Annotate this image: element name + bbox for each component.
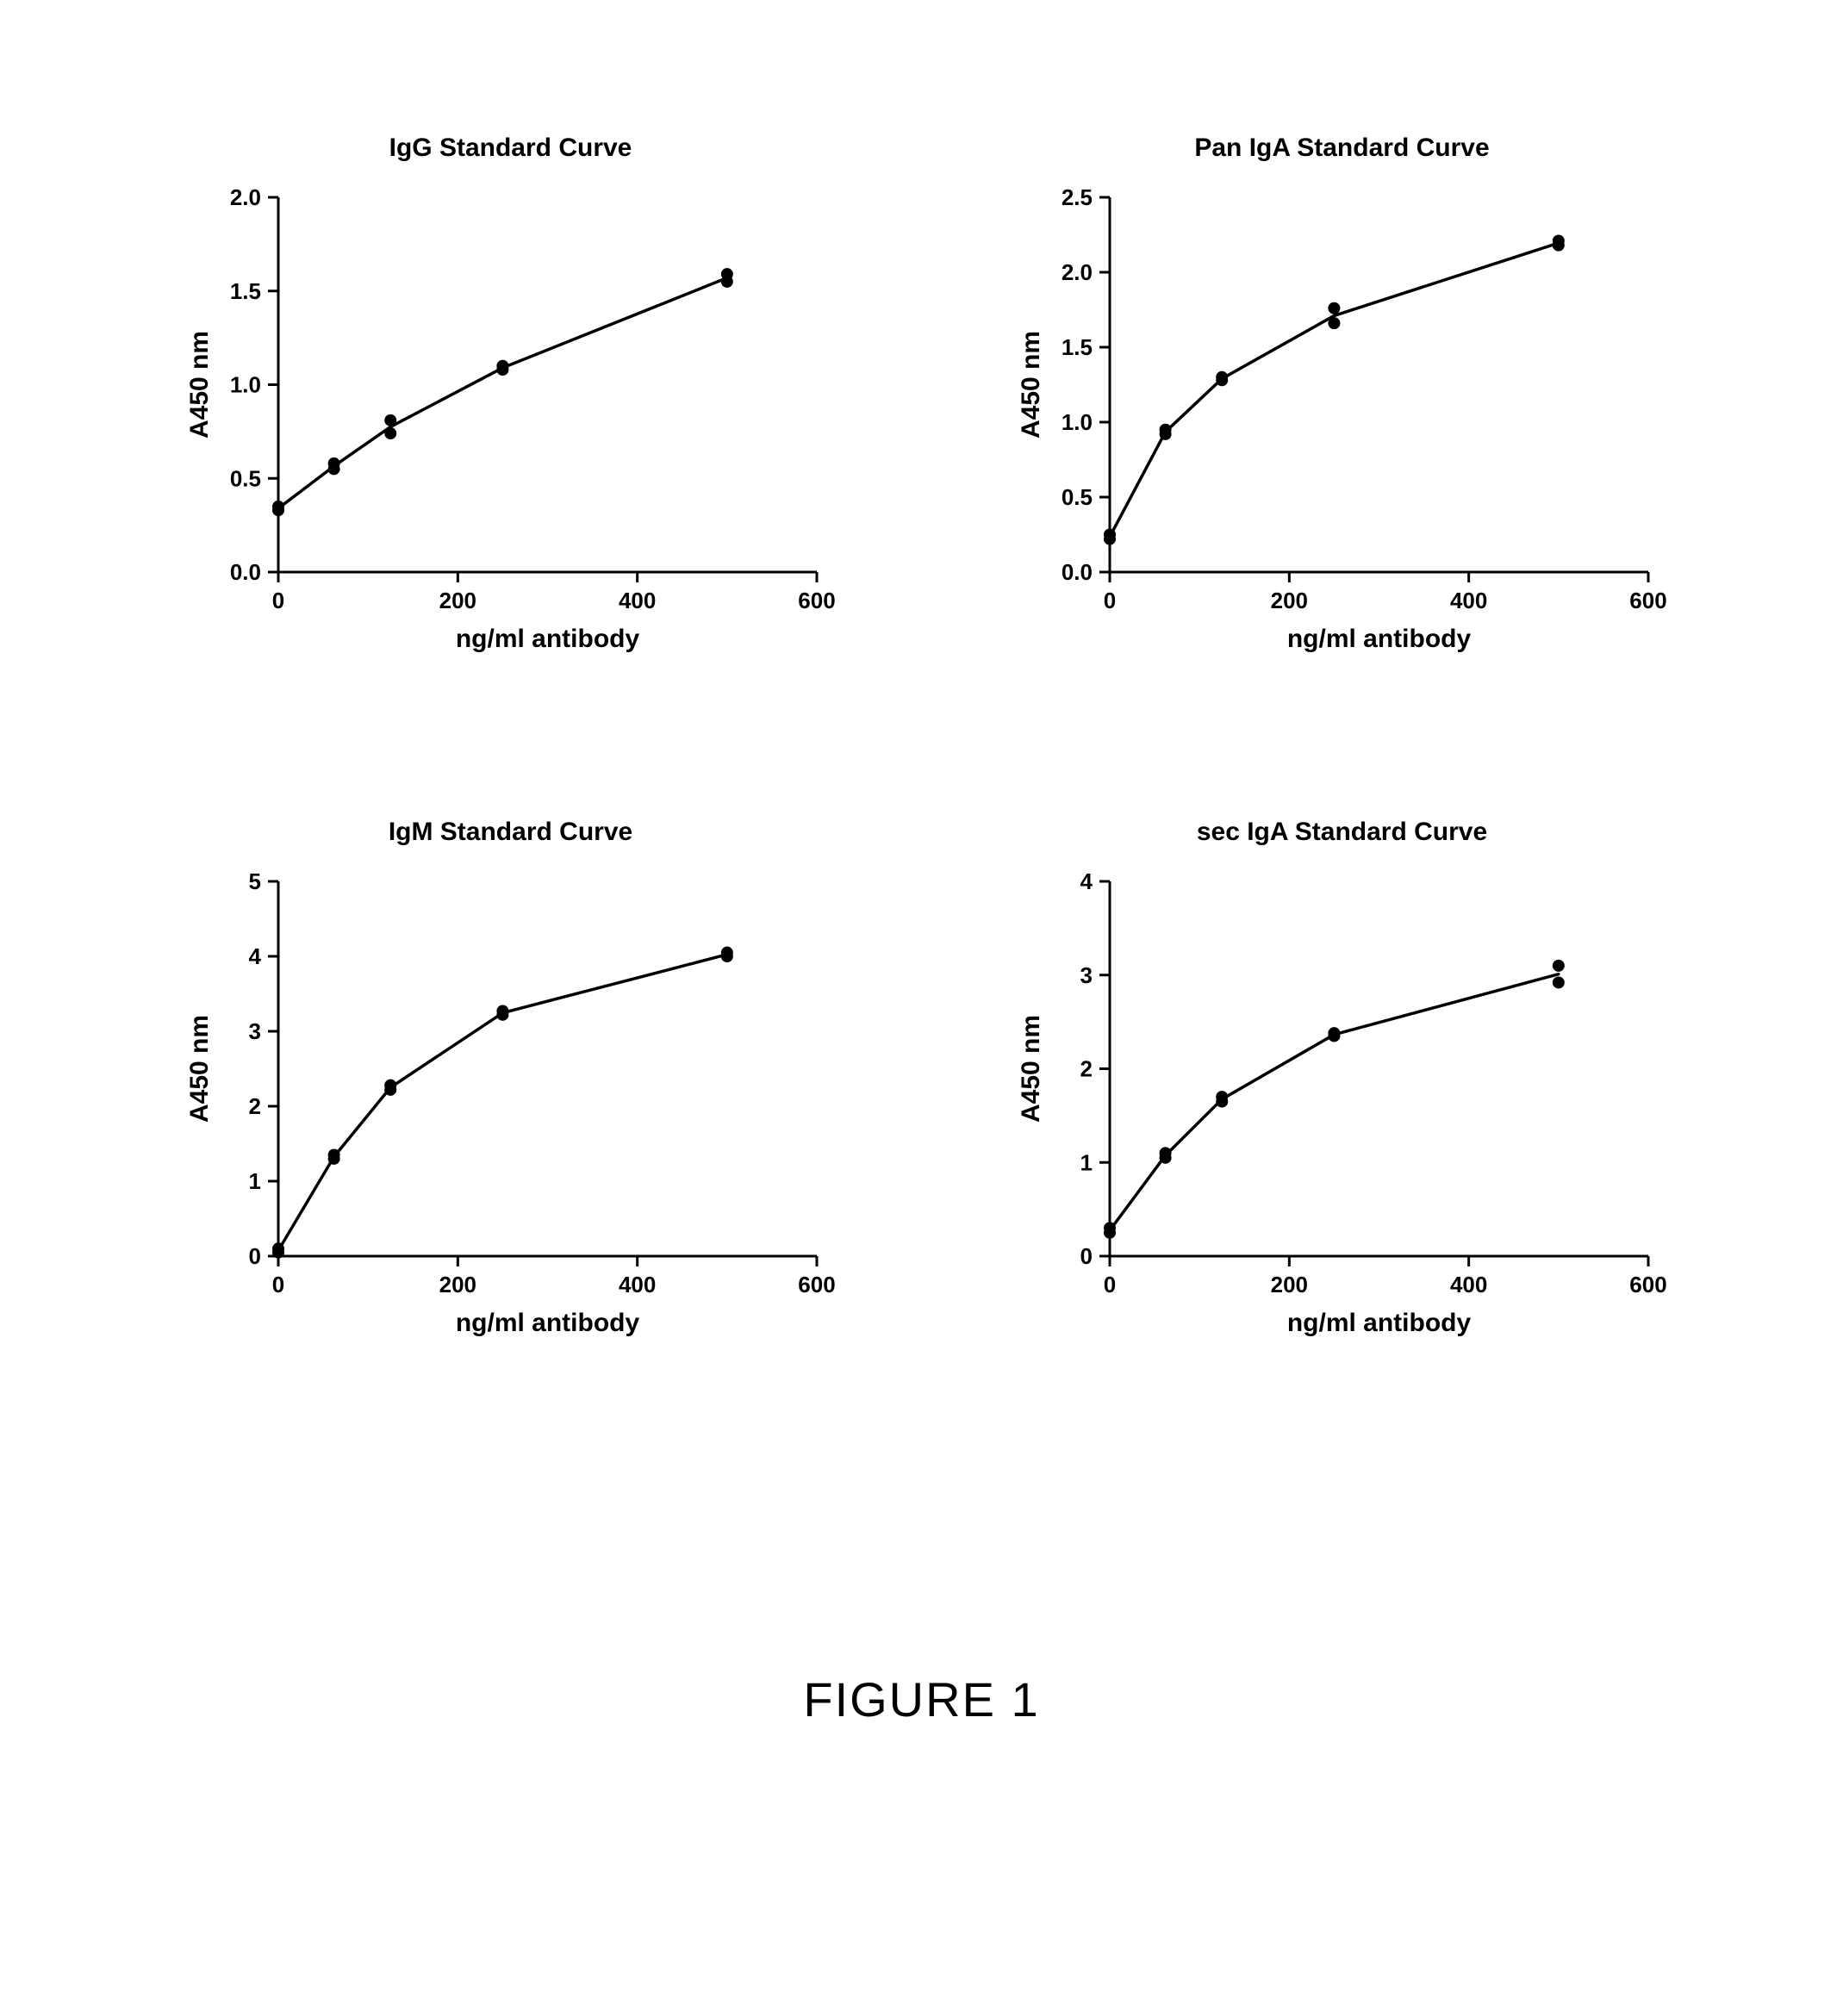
svg-text:600: 600 [1629,588,1666,613]
svg-text:1.5: 1.5 [1061,334,1092,360]
svg-text:200: 200 [1270,588,1307,613]
panel-igm: IgM Standard Curve 0 200 400 600 0 1 2 3 4 5 ng/ml… [181,818,840,1347]
svg-text:ng/ml antibody: ng/ml antibody [1286,1309,1471,1337]
svg-text:3: 3 [248,1018,260,1044]
panel-title: Pan IgA Standard Curve [1194,134,1489,163]
chart-igg: 0 200 400 600 0.0 0.5 1.0 1.5 2.0 ng/ml antibody A… [184,180,838,663]
svg-text:ng/ml antibody: ng/ml antibody [455,1309,639,1337]
svg-text:5: 5 [248,868,260,894]
chart-sec-iga: 0 200 400 600 0 1 2 3 4 ng/ml antibody A450 nm [1015,864,1670,1347]
svg-text:0: 0 [271,588,283,613]
svg-text:1: 1 [1080,1149,1092,1175]
svg-text:2.0: 2.0 [229,184,260,210]
panel-title: IgM Standard Curve [389,818,632,847]
svg-text:A450 nm: A450 nm [185,1015,214,1123]
svg-text:2.5: 2.5 [1061,184,1092,210]
svg-text:600: 600 [798,588,835,613]
svg-text:2.0: 2.0 [1061,259,1092,285]
svg-text:0.5: 0.5 [229,465,260,491]
svg-text:400: 400 [618,588,655,613]
figure-caption: FIGURE 1 [0,1671,1843,1727]
svg-text:0: 0 [1103,588,1115,613]
svg-text:200: 200 [1270,1272,1307,1297]
svg-text:0: 0 [1103,1272,1115,1297]
svg-text:1.0: 1.0 [1061,409,1092,435]
svg-text:2: 2 [1080,1056,1092,1082]
panel-title: IgG Standard Curve [389,134,632,163]
svg-text:600: 600 [1629,1272,1666,1297]
svg-text:0.0: 0.0 [1061,559,1092,585]
chart-grid: IgG Standard Curve 02004006000.00.51.01.… [181,134,1672,1347]
svg-text:A450 nm: A450 nm [1017,1015,1045,1123]
figure-page: IgG Standard Curve 02004006000.00.51.01.… [0,0,1843,2016]
svg-text:400: 400 [1449,588,1486,613]
svg-text:0.0: 0.0 [229,559,260,585]
svg-text:0.5: 0.5 [1061,484,1092,510]
svg-text:400: 400 [1449,1272,1486,1297]
svg-text:3: 3 [1080,962,1092,988]
chart-pan-iga: 0 200 400 600 0.0 0.5 1.0 1.5 2.0 2.5 ng/ml antibo… [1015,180,1670,663]
svg-text:1.0: 1.0 [229,372,260,398]
svg-text:1: 1 [248,1168,260,1194]
svg-text:0: 0 [1080,1243,1092,1269]
svg-text:400: 400 [618,1272,655,1297]
svg-text:600: 600 [798,1272,835,1297]
svg-text:4: 4 [248,943,261,969]
svg-text:A450 nm: A450 nm [1017,331,1045,439]
svg-text:200: 200 [439,1272,476,1297]
panel-igg: IgG Standard Curve 0 200 400 600 0.0 0.5 1.0 1.… [181,134,840,663]
svg-text:A450 nm: A450 nm [185,331,214,439]
svg-text:0: 0 [248,1243,260,1269]
svg-text:0: 0 [271,1272,283,1297]
svg-text:1.5: 1.5 [229,278,260,304]
svg-text:4: 4 [1080,868,1093,894]
panel-title: sec IgA Standard Curve [1197,818,1487,847]
svg-text:2: 2 [248,1093,260,1119]
svg-text:200: 200 [439,588,476,613]
panel-sec-iga: sec IgA Standard Curve 0 200 400 600 0 1 2 3 4 ng… [1012,818,1672,1347]
chart-igm: 0 200 400 600 0 1 2 3 4 5 ng/ml antibody A450 nm [184,864,838,1347]
svg-text:ng/ml antibody: ng/ml antibody [1286,625,1471,653]
panel-pan-iga: Pan IgA Standard Curve 0 200 400 600 0.0 0.5 1… [1012,134,1672,663]
svg-text:ng/ml antibody: ng/ml antibody [455,625,639,653]
